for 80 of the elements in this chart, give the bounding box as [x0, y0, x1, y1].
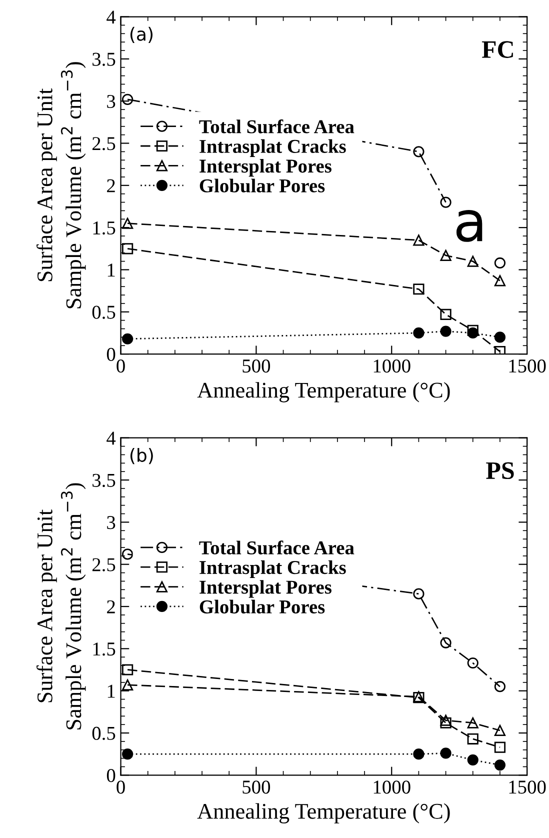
point — [413, 327, 424, 339]
point — [413, 234, 424, 246]
y-tick-label: 2.5 — [92, 137, 116, 150]
y-tick-label: 2 — [107, 179, 115, 192]
point — [494, 759, 506, 771]
y-tick-label: 3 — [107, 516, 116, 530]
point — [122, 664, 134, 676]
legend-label: Intrasplat Cracks — [200, 560, 346, 578]
y-tick-label: 0 — [106, 348, 116, 361]
x-tick-label: 500 — [242, 359, 270, 373]
point — [440, 196, 452, 208]
point — [122, 333, 134, 344]
annotation: (a) — [130, 26, 153, 43]
annotation: FC — [482, 41, 513, 58]
point — [467, 733, 478, 744]
point — [494, 257, 506, 269]
point — [440, 326, 452, 337]
point — [122, 243, 134, 254]
y-tick-label: 1 — [108, 684, 115, 698]
point — [494, 724, 506, 736]
x-tick-label: 0 — [116, 780, 125, 794]
x-tick-label: 1000 — [374, 780, 410, 794]
legend-label: Globular Pores — [200, 178, 325, 192]
y-tick-label: 3.5 — [92, 52, 116, 66]
annotation: PS — [486, 462, 514, 480]
y-tick-label: 0 — [106, 768, 116, 782]
legend-label: Total Surface Area — [199, 540, 354, 554]
point — [467, 717, 478, 728]
point — [413, 284, 424, 295]
x-tick-label: 1000 — [374, 359, 410, 373]
y-tick-label: 4 — [106, 10, 116, 24]
point — [122, 748, 134, 760]
x-tick-label: 0 — [116, 359, 125, 373]
legend-label: Total Surface Area — [199, 119, 354, 134]
point — [440, 308, 452, 320]
y-tick-label: 1.5 — [93, 642, 116, 656]
point — [494, 681, 506, 692]
point — [494, 275, 506, 286]
y-tick-label: 2 — [107, 600, 115, 614]
point — [122, 218, 134, 229]
y-tick-label: 2.5 — [92, 558, 116, 572]
point — [440, 250, 452, 261]
y-tick-label: 1 — [108, 264, 115, 276]
point — [494, 346, 506, 354]
y-axis-title: Surface Area per Unit Sample Volume (m$^{2}$ cm$^{−3}$) — [36, 483, 86, 730]
point — [494, 332, 506, 343]
point — [440, 748, 452, 759]
point — [413, 146, 424, 158]
y-tick-label: 3.5 — [92, 474, 116, 488]
point — [467, 657, 478, 669]
legend-label: Globular Pores — [200, 600, 325, 614]
legend-label: Intersplat Pores — [200, 580, 332, 598]
point — [413, 588, 424, 600]
x-tick-label: 500 — [242, 780, 270, 794]
point — [122, 679, 134, 690]
point — [467, 324, 478, 336]
point — [440, 714, 452, 726]
point — [440, 717, 452, 728]
y-tick-label: 1.5 — [93, 221, 116, 235]
point — [122, 548, 134, 560]
point — [467, 754, 478, 766]
point — [467, 327, 478, 339]
x-tick-label: 1500 — [509, 780, 546, 794]
annotation: (b) — [130, 448, 153, 464]
point — [494, 742, 506, 753]
annotation: a — [456, 210, 482, 242]
x-tick-label: 1500 — [509, 359, 546, 373]
point — [440, 637, 452, 648]
y-tick-label: 4 — [106, 432, 116, 445]
legend-label: Intersplat Pores — [200, 159, 332, 177]
y-axis-title: Surface Area per Unit Sample Volume (m$^{2}$ cm$^{−3}$) — [36, 62, 86, 308]
x-axis-title: Annealing Temperature (°C) — [197, 382, 450, 402]
y-tick-label: 0.5 — [92, 726, 116, 740]
point — [467, 256, 478, 267]
legend-label: Intrasplat Cracks — [200, 139, 346, 157]
y-tick-label: 0.5 — [92, 306, 116, 319]
point — [122, 94, 134, 105]
x-axis-title: Annealing Temperature (°C) — [197, 803, 450, 824]
point — [413, 748, 424, 760]
y-tick-label: 3 — [107, 94, 116, 108]
